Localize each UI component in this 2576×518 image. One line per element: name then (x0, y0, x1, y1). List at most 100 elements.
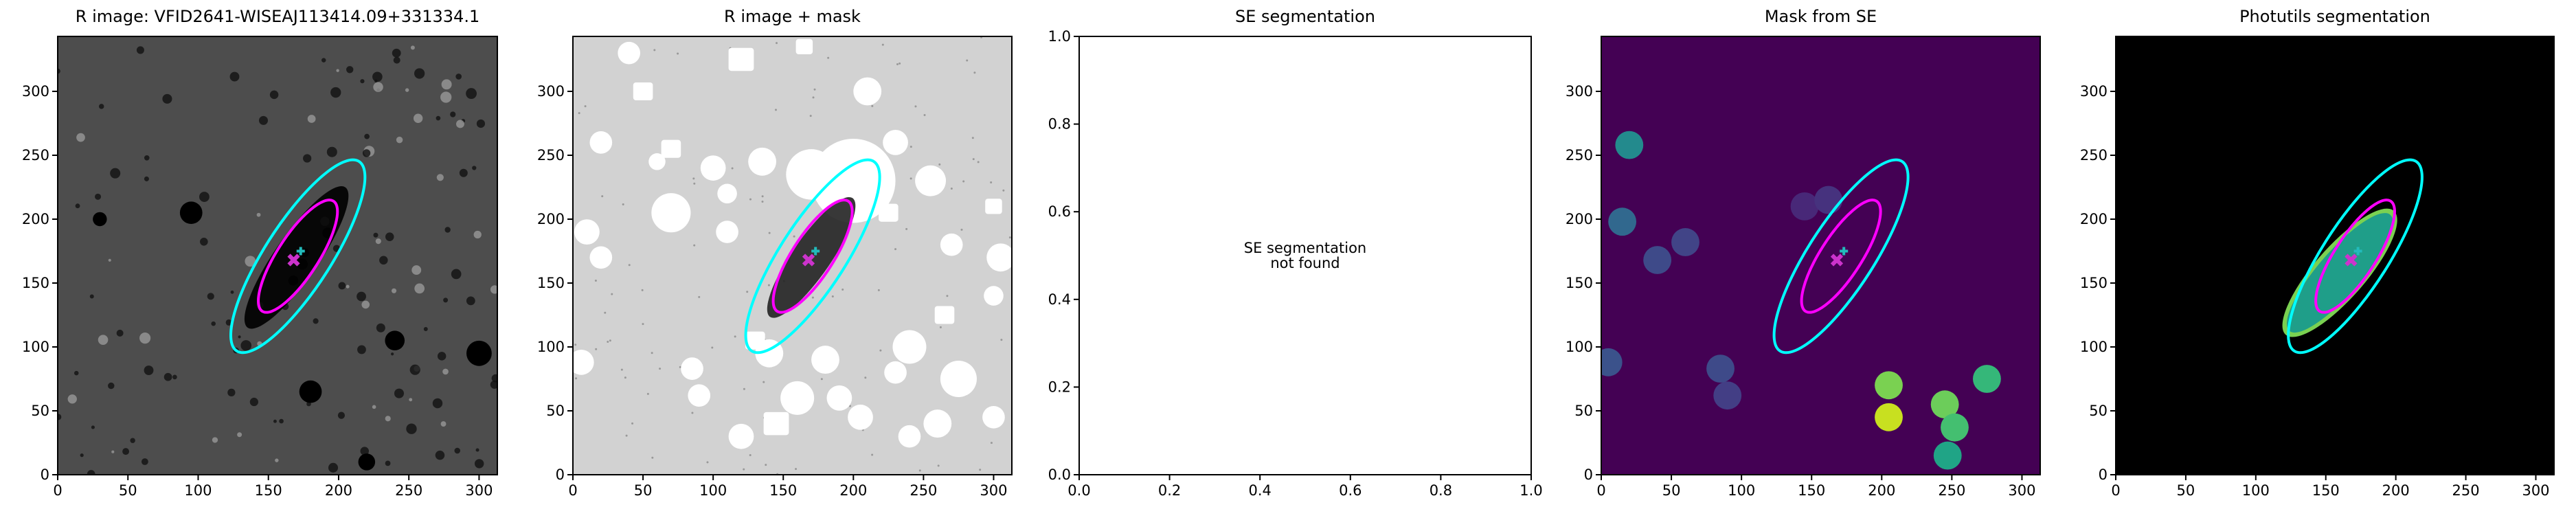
fit-ellipse (2266, 146, 2445, 367)
source (441, 79, 452, 90)
noise (601, 195, 604, 198)
noise (793, 235, 795, 238)
mask-region (1790, 192, 1819, 221)
y-tick-label: 300 (537, 83, 565, 100)
source (440, 421, 447, 427)
y-tick-label: 250 (22, 147, 49, 164)
mask-region (1930, 390, 1959, 419)
source (98, 335, 109, 345)
y-tick-label: 100 (537, 339, 565, 355)
source (406, 423, 417, 434)
x-tick-label: 0.4 (1248, 482, 1271, 499)
x-tick-label: 100 (184, 482, 212, 499)
source (74, 370, 79, 376)
source (440, 91, 452, 103)
center-marker (2345, 254, 2358, 267)
source (93, 212, 107, 227)
noise (659, 368, 662, 370)
noise (574, 344, 577, 346)
mask-region (1875, 371, 1903, 400)
noise (584, 105, 587, 108)
source (98, 104, 104, 109)
source (394, 388, 405, 398)
x-tick-label: 50 (2177, 482, 2195, 499)
source (122, 448, 130, 455)
y-tick-label: 300 (22, 83, 49, 100)
image-background (1601, 36, 2040, 475)
noise (711, 346, 714, 349)
source (364, 133, 370, 139)
source (436, 115, 441, 121)
mask-region (795, 38, 813, 55)
noise (641, 289, 644, 291)
noise (939, 326, 942, 328)
noise (918, 469, 921, 472)
fit-ellipse (760, 191, 866, 321)
noise (578, 112, 580, 115)
mask-region (934, 306, 955, 324)
mask-region (1601, 348, 1623, 376)
noise (841, 289, 844, 291)
noise (1000, 339, 1003, 341)
noise (1008, 236, 1011, 239)
noise (762, 381, 765, 383)
y-tick-label: 0 (1584, 466, 1593, 483)
fit-ellipse (245, 191, 351, 321)
image (1601, 36, 2040, 475)
x-tick-label: 50 (119, 482, 137, 499)
source (139, 333, 151, 344)
mask-region (700, 155, 726, 181)
source (269, 90, 279, 100)
source (237, 432, 242, 438)
source (179, 201, 203, 225)
y-tick-label: 0.6 (1048, 203, 1071, 220)
noise (877, 289, 880, 291)
source (385, 460, 391, 466)
source (423, 327, 428, 332)
noise (971, 137, 974, 139)
noise (746, 291, 749, 293)
x-tick-label: 0 (2111, 482, 2120, 499)
mask-region (661, 139, 681, 158)
noise (990, 181, 993, 183)
x-tick-label: 0 (568, 482, 577, 499)
source (258, 115, 268, 125)
center-marker (2353, 247, 2362, 256)
mask-region (748, 147, 777, 176)
noise (642, 323, 644, 326)
source (443, 297, 449, 303)
source (75, 203, 80, 209)
x-tick-label: 0 (1596, 482, 1605, 499)
source (393, 56, 400, 64)
mask-region (728, 423, 754, 449)
mask-region (853, 77, 882, 106)
panel-title: R image: VFID2641-WISEAJ113414.09+331334… (76, 7, 479, 26)
source (358, 453, 376, 471)
source (275, 458, 279, 462)
source (162, 93, 172, 104)
noise (734, 335, 736, 338)
source (256, 212, 261, 217)
noise (972, 158, 975, 161)
source (227, 388, 236, 397)
source (207, 293, 214, 300)
source (432, 398, 443, 409)
mask-region (898, 425, 921, 448)
source (373, 232, 379, 238)
source (490, 285, 497, 294)
noise (809, 115, 812, 117)
source (240, 340, 252, 351)
noise (827, 56, 830, 59)
source (313, 318, 319, 324)
mask-region (1941, 413, 1969, 442)
noise (767, 284, 770, 286)
x-tick-label: 250 (395, 482, 422, 499)
source (455, 74, 462, 80)
noise (812, 96, 815, 99)
source (67, 394, 77, 404)
source (410, 45, 415, 50)
noise (864, 376, 867, 379)
y-tick-label: 150 (2080, 275, 2108, 291)
y-tick-label: 250 (2080, 147, 2108, 164)
x-tick-label: 150 (769, 482, 797, 499)
